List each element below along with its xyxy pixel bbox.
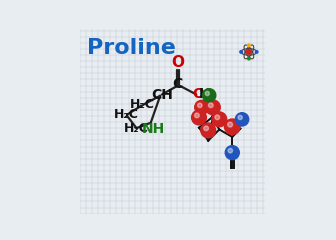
Text: CH: CH (151, 88, 173, 102)
Circle shape (236, 113, 249, 126)
Text: NH: NH (142, 122, 165, 136)
Circle shape (195, 113, 199, 118)
Circle shape (203, 89, 216, 102)
Text: H: H (198, 87, 210, 101)
Circle shape (225, 146, 239, 160)
Text: Proline: Proline (87, 38, 176, 58)
Circle shape (248, 44, 250, 47)
Circle shape (238, 115, 242, 120)
Circle shape (198, 103, 202, 108)
Circle shape (227, 122, 233, 127)
Circle shape (205, 100, 220, 115)
Text: H₂C: H₂C (114, 108, 138, 121)
Circle shape (248, 57, 250, 60)
Text: C: C (173, 77, 183, 91)
Circle shape (205, 91, 209, 96)
Circle shape (228, 148, 233, 153)
Circle shape (204, 126, 209, 131)
Circle shape (208, 103, 213, 108)
Circle shape (215, 115, 220, 120)
Text: O: O (192, 87, 204, 101)
Circle shape (224, 119, 240, 134)
Circle shape (195, 100, 209, 114)
Circle shape (240, 51, 243, 53)
Circle shape (192, 110, 206, 125)
Text: H₂C: H₂C (130, 98, 155, 111)
Circle shape (247, 49, 251, 54)
Text: O: O (171, 55, 184, 71)
Circle shape (201, 123, 216, 138)
Text: H₂C: H₂C (124, 122, 149, 135)
Circle shape (255, 51, 258, 53)
Circle shape (212, 112, 227, 127)
